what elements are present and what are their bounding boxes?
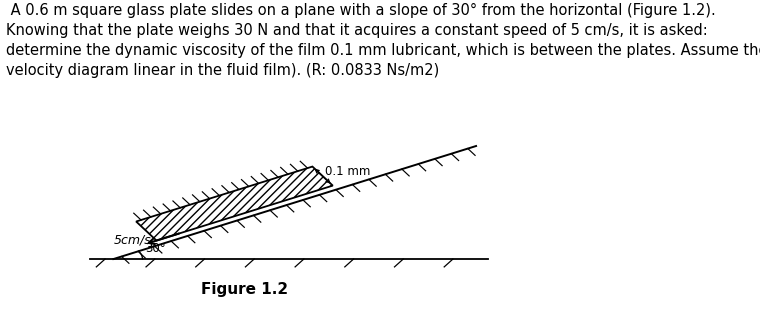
Text: Figure 1.2: Figure 1.2 [201,282,288,297]
Text: 0.1 mm: 0.1 mm [325,165,371,178]
Text: A 0.6 m square glass plate slides on a plane with a slope of 30° from the horizo: A 0.6 m square glass plate slides on a p… [6,3,760,78]
Text: 30°: 30° [145,242,166,255]
Polygon shape [136,166,333,241]
Text: 5cm/s: 5cm/s [113,234,151,247]
